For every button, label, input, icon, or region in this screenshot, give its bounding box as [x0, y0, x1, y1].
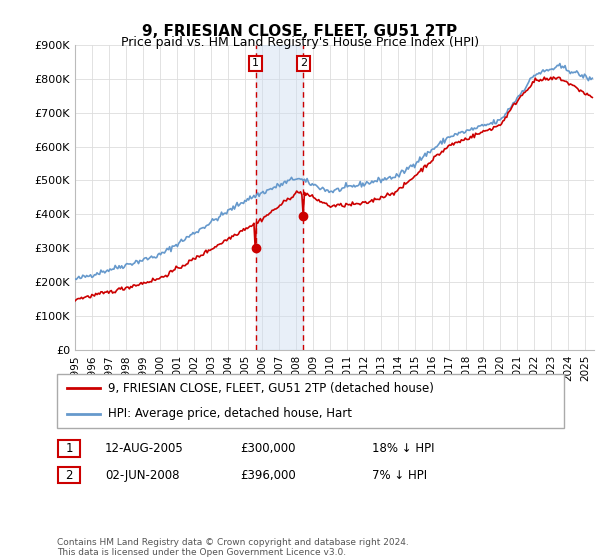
Text: £396,000: £396,000	[240, 469, 296, 482]
Text: 7% ↓ HPI: 7% ↓ HPI	[372, 469, 427, 482]
Text: 2: 2	[300, 58, 307, 68]
FancyBboxPatch shape	[57, 374, 564, 428]
Text: 18% ↓ HPI: 18% ↓ HPI	[372, 442, 434, 455]
Text: 12-AUG-2005: 12-AUG-2005	[105, 442, 184, 455]
FancyBboxPatch shape	[58, 440, 80, 456]
Text: 9, FRIESIAN CLOSE, FLEET, GU51 2TP: 9, FRIESIAN CLOSE, FLEET, GU51 2TP	[142, 24, 458, 39]
Text: 2: 2	[65, 469, 73, 482]
Text: £300,000: £300,000	[240, 442, 296, 455]
Text: Contains HM Land Registry data © Crown copyright and database right 2024.
This d: Contains HM Land Registry data © Crown c…	[57, 538, 409, 557]
FancyBboxPatch shape	[58, 467, 80, 483]
Text: 1: 1	[252, 58, 259, 68]
Text: 1: 1	[65, 442, 73, 455]
Text: HPI: Average price, detached house, Hart: HPI: Average price, detached house, Hart	[108, 407, 352, 420]
Bar	[256, 45, 304, 350]
Text: 02-JUN-2008: 02-JUN-2008	[105, 469, 179, 482]
Text: Price paid vs. HM Land Registry's House Price Index (HPI): Price paid vs. HM Land Registry's House …	[121, 36, 479, 49]
Text: 9, FRIESIAN CLOSE, FLEET, GU51 2TP (detached house): 9, FRIESIAN CLOSE, FLEET, GU51 2TP (deta…	[108, 382, 434, 395]
